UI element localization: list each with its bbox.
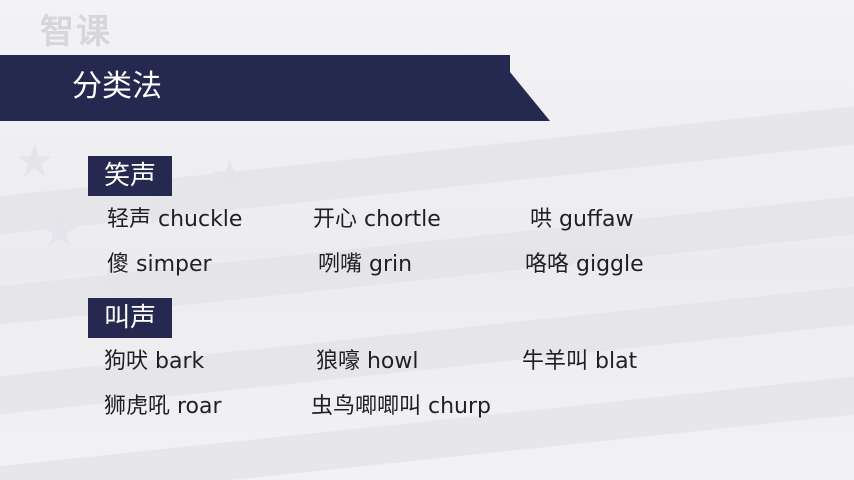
list-item: 开心 chortle <box>313 207 441 232</box>
list-item: 轻声 chuckle <box>107 207 243 232</box>
list-item: 咯咯 giggle <box>525 252 644 277</box>
star-icon: ★ <box>140 186 180 237</box>
list-item: 哄 guffaw <box>530 207 634 232</box>
star-icon: ★ <box>210 151 250 202</box>
list-item: 狼嚎 howl <box>316 349 419 374</box>
title-bar <box>0 55 510 121</box>
slide-title: 分类法 <box>72 69 162 104</box>
section-heading-calls: 叫声 <box>88 298 173 338</box>
star-icon: ★ <box>90 256 130 307</box>
list-item: 牛羊叫 blat <box>522 349 638 374</box>
watermark-logo: 智课 <box>40 12 112 52</box>
star-icon: ★ <box>15 136 55 187</box>
section-heading-laughter: 笑声 <box>88 156 173 196</box>
list-item: 狮虎吼 roar <box>104 394 222 419</box>
list-item: 虫鸟唧唧叫 churp <box>311 394 491 419</box>
list-item: 狗吠 bark <box>104 349 205 374</box>
list-item: 咧嘴 grin <box>318 252 413 277</box>
title-bar-stripe <box>430 55 550 121</box>
list-item: 傻 simper <box>107 252 212 277</box>
star-icon: ★ <box>40 206 80 257</box>
